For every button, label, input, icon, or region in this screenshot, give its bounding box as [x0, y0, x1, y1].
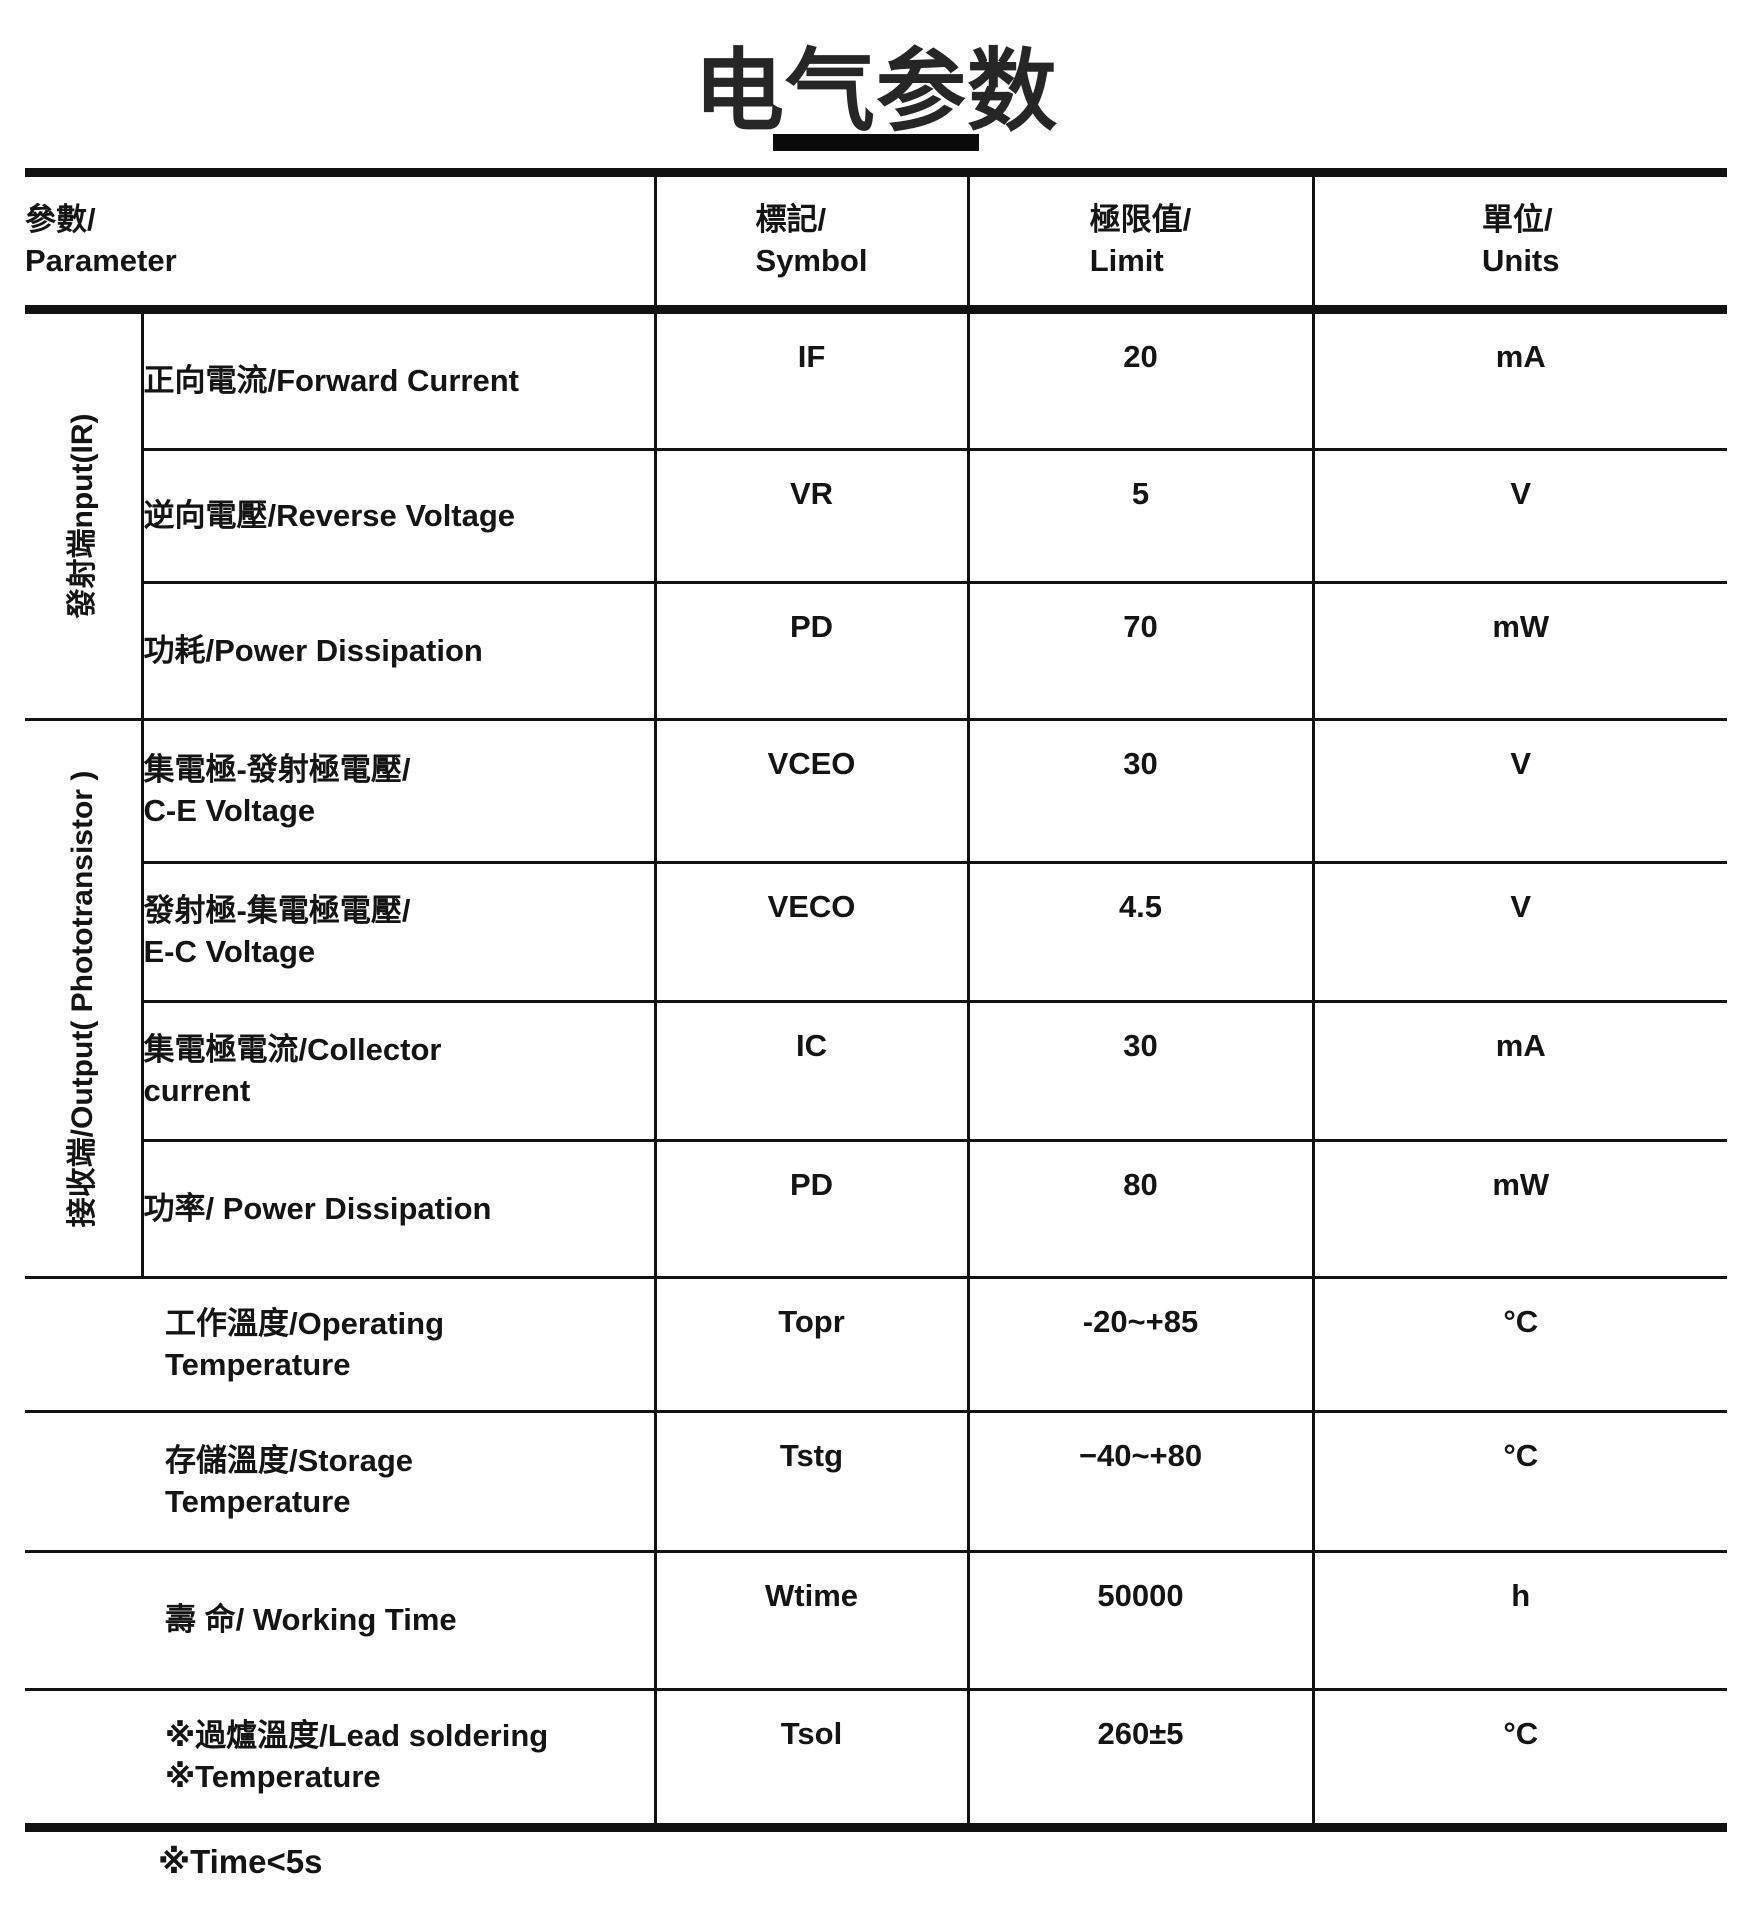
units-cell: mW [1311, 1139, 1727, 1279]
limit-cell: 50000 [966, 1550, 1315, 1691]
group-cell-emitter-input: 發射端nput(IR) [25, 308, 144, 721]
limit-cell: 5 [966, 448, 1315, 584]
header-symbol-label: 標記/ Symbol [755, 202, 868, 278]
units-cell: h [1311, 1550, 1727, 1691]
parameter-cell: 發射極-集電極電壓/ E-C Voltage [142, 861, 657, 1003]
header-symbol-cell: 標記/ Symbol [653, 172, 970, 314]
parameter-cell: 功耗/Power Dissipation [142, 581, 657, 721]
page-title: 电气参数 [694, 42, 1058, 142]
limit-cell: 30 [966, 718, 1315, 864]
header-limit-cell: 極限值/ Limit [966, 172, 1315, 314]
units-cell: mA [1311, 308, 1727, 451]
parameter-cell: 集電極電流/Collector current [142, 1000, 657, 1142]
group-label-emitter-input: 發射端nput(IR) [65, 413, 99, 619]
units-cell: mW [1311, 581, 1727, 721]
table-row: ※過爐溫度/Lead soldering ※Temperature Tsol 2… [25, 1688, 1727, 1829]
parameter-cell: 壽 命/ Working Time [25, 1550, 657, 1691]
symbol-cell: VCEO [653, 718, 970, 864]
units-cell: °C [1311, 1276, 1727, 1413]
units-cell: V [1311, 718, 1727, 864]
header-parameter-label: 參數/ Parameter [25, 202, 177, 278]
table-row: 發射極-集電極電壓/ E-C Voltage VECO 4.5 V [25, 861, 1727, 1003]
symbol-cell: Tsol [653, 1688, 970, 1829]
symbol-cell: VECO [653, 861, 970, 1003]
header-parameter-cell: 參數/ Parameter [25, 172, 657, 314]
table-row: 壽 命/ Working Time Wtime 50000 h [25, 1550, 1727, 1691]
header-units-cell: 單位/ Units [1311, 172, 1727, 314]
limit-cell: −40~+80 [966, 1410, 1315, 1553]
table-row: 功耗/Power Dissipation PD 70 mW [25, 581, 1727, 721]
time-footnote: ※Time<5s [158, 1843, 323, 1880]
units-cell: V [1311, 861, 1727, 1003]
parameter-cell: 逆向電壓/Reverse Voltage [142, 448, 657, 584]
units-cell: V [1311, 448, 1727, 584]
parameter-cell: 工作溫度/Operating Temperature [25, 1276, 657, 1413]
symbol-cell: VR [653, 448, 970, 584]
parameter-cell: 正向電流/Forward Current [140, 308, 657, 451]
parameter-cell: 存儲溫度/Storage Temperature [25, 1410, 657, 1553]
symbol-cell: Wtime [653, 1550, 970, 1691]
parameter-cell: ※過爐溫度/Lead soldering ※Temperature [25, 1688, 657, 1829]
symbol-cell: Tstg [653, 1410, 970, 1553]
limit-cell: 70 [966, 581, 1315, 721]
header-limit-label: 極限值/ Limit [1089, 202, 1192, 278]
table-row: 集電極電流/Collector current IC 30 mA [25, 1000, 1727, 1142]
table-row: 接收端/Output( Phototransistor ) 集電極-發射極電壓/… [25, 718, 1727, 1279]
limit-cell: 30 [966, 1000, 1315, 1142]
table-row: 工作溫度/Operating Temperature Topr -20~+85 … [25, 1276, 1727, 1413]
limit-cell: 80 [966, 1139, 1315, 1279]
group-label-receiver-output: 接收端/Output( Phototransistor ) [65, 770, 99, 1227]
symbol-cell: PD [653, 1139, 970, 1279]
group-cell-receiver-output: 接收端/Output( Phototransistor ) [25, 718, 144, 1279]
parameter-cell: 集電極-發射極電壓/ C-E Voltage [140, 718, 657, 864]
limit-cell: 260±5 [966, 1688, 1315, 1829]
title-underline-bar [773, 134, 979, 151]
limit-cell: -20~+85 [966, 1276, 1315, 1413]
symbol-cell: Topr [653, 1276, 970, 1413]
limit-cell: 4.5 [966, 861, 1315, 1003]
header-units-label: 單位/ Units [1482, 202, 1560, 278]
symbol-cell: IF [653, 308, 970, 451]
table-row: 逆向電壓/Reverse Voltage VR 5 V [25, 448, 1727, 584]
table-row: 功率/ Power Dissipation PD 80 mW [25, 1139, 1727, 1279]
parameter-cell: 功率/ Power Dissipation [142, 1139, 657, 1279]
electrical-parameters-table: 參數/ Parameter 標記/ Symbol 極限值/ Limit 單位/ … [25, 168, 1727, 1832]
table-header-row: 參數/ Parameter 標記/ Symbol 極限值/ Limit 單位/ … [25, 172, 1727, 314]
units-cell: mA [1311, 1000, 1727, 1142]
table-row: 發射端nput(IR) 正向電流/Forward Current IF 20 m… [25, 308, 1727, 721]
table-row: 存儲溫度/Storage Temperature Tstg −40~+80 °C [25, 1410, 1727, 1553]
limit-cell: 20 [966, 308, 1315, 451]
units-cell: °C [1311, 1688, 1727, 1829]
units-cell: °C [1311, 1410, 1727, 1553]
symbol-cell: PD [653, 581, 970, 721]
symbol-cell: IC [653, 1000, 970, 1142]
